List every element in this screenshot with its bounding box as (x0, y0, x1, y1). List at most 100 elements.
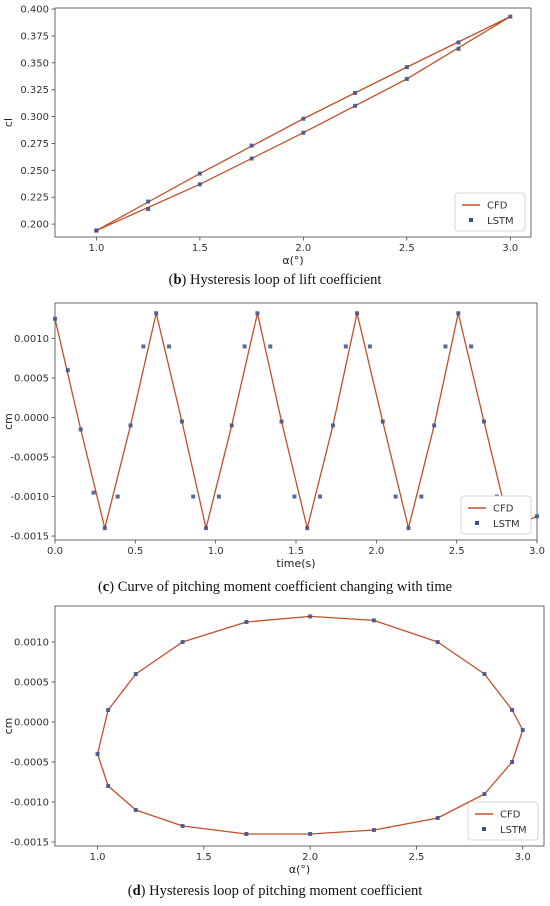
series-point-lstm (204, 526, 209, 531)
y-tick-label: 0.0010 (14, 334, 49, 345)
legend-marker-swatch (475, 521, 479, 525)
y-tick-label: 0.0000 (14, 718, 49, 729)
series-point-lstm (371, 828, 376, 832)
series-point-lstm (301, 116, 306, 121)
y-axis-label: cl (2, 118, 15, 127)
series-point-lstm (301, 130, 306, 135)
series-point-lstm (255, 311, 260, 316)
series-point-lstm (318, 494, 323, 499)
series-point-lstm (292, 494, 297, 499)
y-tick-label: -0.0005 (10, 453, 49, 464)
series-point-lstm (432, 423, 437, 428)
series-point-lstm (249, 156, 254, 161)
y-axis-label: cm (2, 413, 15, 430)
series-point-lstm (128, 423, 133, 428)
plot-frame (54, 7, 532, 238)
series-point-lstm (404, 65, 409, 70)
y-tick-label: 0.0010 (14, 638, 49, 649)
y-tick-label: -0.0005 (10, 758, 49, 769)
series-point-lstm (91, 490, 96, 495)
legend-label-cfd: CFD (493, 504, 514, 515)
x-tick-label: 2.0 (295, 243, 311, 254)
series-point-lstm (419, 494, 424, 499)
series-point-lstm (406, 526, 411, 531)
x-tick-label: 2.5 (449, 546, 465, 557)
y-tick-label: 0.400 (20, 5, 49, 16)
legend-label-lstm: LSTM (500, 825, 527, 836)
series-point-lstm (197, 182, 202, 187)
y-tick-label: -0.0010 (10, 492, 49, 503)
series-point-lstm (469, 344, 474, 349)
series-point-lstm (367, 344, 372, 349)
series-point-lstm (371, 618, 376, 623)
x-tick-label: 0.5 (127, 546, 143, 557)
legend-marker-swatch (482, 827, 486, 831)
series-point-lstm (435, 640, 440, 644)
legend-label-lstm: LSTM (487, 216, 514, 227)
series-point-lstm (249, 143, 254, 148)
y-tick-label: 0.350 (20, 58, 49, 69)
legend-marker-swatch (469, 218, 473, 222)
series-point-lstm (520, 728, 525, 732)
series-line-cfd (54, 312, 538, 529)
series-point-lstm (353, 90, 358, 95)
series-point-lstm (355, 311, 360, 316)
x-tick-label: 1.5 (192, 243, 208, 254)
series-point-lstm (191, 494, 196, 499)
series-point-lstm (197, 171, 202, 176)
series-point-lstm (353, 103, 358, 108)
y-tick-label: 0.0005 (14, 678, 49, 689)
y-tick-label: 0.0000 (14, 413, 49, 424)
series-point-lstm (482, 792, 487, 796)
series-point-lstm (510, 708, 515, 712)
x-tick-label: 3.0 (515, 852, 531, 863)
series-point-lstm (308, 832, 313, 836)
series-point-lstm (393, 494, 398, 499)
series-point-lstm (343, 344, 348, 349)
series-point-lstm (106, 708, 111, 712)
series-point-lstm (216, 494, 221, 499)
x-tick-label: 1.5 (288, 546, 304, 557)
series-point-lstm (456, 46, 461, 51)
series-point-lstm (435, 816, 440, 820)
series-point-lstm (65, 368, 70, 373)
caption-c: (c) Curve of pitching moment coefficient… (97, 579, 453, 595)
caption-b: (b) Hysteresis loop of lift coefficient (168, 272, 382, 288)
series-point-lstm (115, 494, 120, 499)
series-point-lstm (78, 427, 83, 432)
x-axis-label: α(°) (282, 254, 303, 267)
series-point-lstm (380, 419, 385, 424)
series-point-lstm (53, 316, 57, 321)
series-point-lstm (482, 672, 487, 676)
series-point-lstm (167, 344, 172, 349)
x-tick-label: 2.5 (408, 852, 424, 863)
x-tick-label: 1.0 (208, 546, 224, 557)
x-tick-label: 1.5 (196, 852, 212, 863)
x-tick-label: 3.0 (502, 243, 518, 254)
y-tick-label: -0.0010 (10, 798, 49, 809)
series-point-lstm (443, 344, 448, 349)
series-point-lstm (308, 614, 313, 619)
y-tick-label: 0.225 (20, 193, 49, 204)
series-point-lstm (141, 344, 146, 349)
x-tick-label: 0.0 (47, 546, 63, 557)
x-tick-label: 2.5 (399, 243, 415, 254)
series-point-lstm (404, 76, 409, 81)
series-point-lstm (154, 311, 159, 316)
y-tick-label: -0.0015 (10, 532, 49, 543)
series-point-lstm (279, 419, 284, 424)
series-point-lstm (106, 784, 111, 788)
chart-panel-d: 1.0 1.5 2.0 2.5 3.0 -0.0015 -0.0010 -0.0005 0.00… (2, 605, 545, 876)
x-tick-label: 3.0 (529, 546, 545, 557)
series-point-lstm (102, 526, 107, 531)
x-tick-label: 1.0 (88, 243, 104, 254)
x-axis-label: α(°) (289, 863, 310, 876)
series-point-lstm (146, 199, 151, 204)
y-tick-label: 0.300 (20, 112, 49, 123)
series-point-lstm (179, 419, 184, 424)
series-point-lstm (94, 228, 99, 233)
y-tick-label: 0.250 (20, 166, 49, 177)
y-tick-label: -0.0015 (10, 838, 49, 849)
x-tick-label: 2.0 (302, 852, 318, 863)
